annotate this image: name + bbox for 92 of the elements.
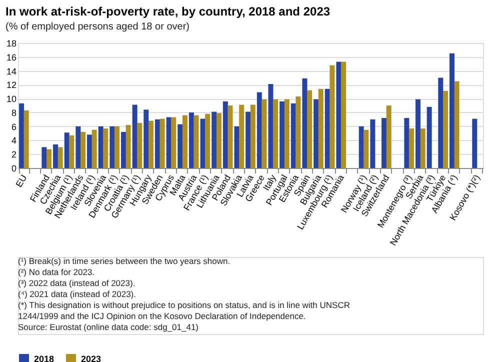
- bar: [314, 99, 319, 168]
- bar: [280, 101, 285, 168]
- bar: [182, 115, 188, 168]
- bar: [205, 114, 210, 168]
- y-tick-label: 2: [11, 150, 16, 160]
- bar: [24, 110, 29, 168]
- bar: [330, 65, 335, 168]
- bar: [290, 103, 296, 168]
- bar: [114, 126, 120, 168]
- y-tick-label: 14: [6, 66, 16, 76]
- bar: [80, 132, 86, 168]
- bar: [222, 101, 228, 168]
- text: (²) No data for 2023.: [18, 267, 95, 277]
- bar: [370, 119, 376, 168]
- bar: [98, 126, 104, 168]
- bar: [103, 128, 108, 168]
- bar: [404, 118, 410, 168]
- bar: [273, 99, 278, 168]
- y-tick-label: 4: [11, 136, 16, 146]
- chart-title: In work at-risk-of-poverty rate, by country, 2018 and 2023: [5, 4, 330, 18]
- y-tick-label: 0: [11, 164, 16, 174]
- bar: [148, 120, 154, 168]
- bar: [408, 128, 414, 168]
- y-tick-label: 8: [11, 108, 16, 118]
- bar: [318, 88, 324, 168]
- text: (⁴) 2021 data (instead of 2023).: [18, 289, 136, 299]
- bar: [438, 78, 444, 168]
- legend-label: 2023: [81, 354, 102, 362]
- bar: [256, 92, 262, 168]
- bar: [262, 99, 267, 168]
- legend-label: 2018: [34, 354, 54, 362]
- bar: [472, 118, 478, 168]
- bar: [284, 99, 290, 168]
- bar: [200, 118, 206, 168]
- bar: [194, 115, 199, 168]
- bar: [132, 104, 138, 168]
- bar: [92, 130, 97, 168]
- text: (³) 2022 data (instead of 2023).: [18, 278, 136, 288]
- y-tick-label: 16: [6, 52, 16, 62]
- text: (*) This designation is without prejudice to positions on status, and is in line with UNSCR 1244/1999 and the ICJ Opinion on the Kosovo Declaration of Independence.: [18, 300, 350, 321]
- x-tick-label: EU: [14, 173, 29, 189]
- bar: [239, 104, 244, 168]
- bar: [341, 62, 346, 168]
- y-tick-label: 10: [6, 94, 16, 104]
- bar: [442, 90, 448, 168]
- bar: [188, 112, 194, 168]
- bar: [42, 147, 47, 168]
- bar: [126, 124, 131, 168]
- bar: [358, 126, 364, 168]
- chart-subtitle: (% of employed persons aged 18 or over): [5, 22, 190, 32]
- bar: [426, 106, 432, 168]
- bar: [246, 112, 251, 168]
- bar: [76, 126, 81, 168]
- source-note: Source: Eurostat (online data code: sdg_01_41): [18, 322, 199, 332]
- bar: [336, 62, 342, 168]
- y-tick-label: 6: [11, 122, 16, 132]
- bar: [382, 118, 387, 168]
- y-tick-label: 18: [6, 38, 16, 48]
- bar: [46, 149, 52, 168]
- bar: [420, 128, 426, 168]
- bar: [449, 53, 454, 168]
- bar: [234, 126, 240, 168]
- bar: [160, 118, 165, 168]
- bar: [120, 132, 126, 168]
- bar: [69, 135, 74, 168]
- text: (¹) Break(s) in time series between the two years shown.: [18, 256, 230, 266]
- bar: [228, 106, 233, 168]
- bar: [307, 90, 312, 168]
- bar: [64, 132, 70, 168]
- bar: [364, 130, 369, 168]
- bar: [178, 124, 183, 168]
- y-tick-label: 12: [6, 80, 16, 90]
- bar: [58, 147, 63, 168]
- bar: [324, 88, 330, 168]
- bar: [110, 126, 115, 168]
- bar: [454, 81, 460, 168]
- bar: [250, 104, 256, 168]
- bar: [144, 110, 149, 168]
- bar: [87, 134, 92, 168]
- bar: [166, 117, 172, 168]
- bar: [212, 112, 217, 168]
- bar: [386, 106, 392, 168]
- bar: [296, 96, 301, 168]
- bar: [216, 113, 222, 168]
- bar: [268, 84, 274, 168]
- bar: [137, 122, 142, 168]
- bar: [53, 144, 58, 168]
- bar: [19, 103, 24, 168]
- bar: [154, 119, 160, 168]
- bar: [302, 78, 308, 168]
- bar: [171, 117, 176, 168]
- bar: [416, 99, 421, 168]
